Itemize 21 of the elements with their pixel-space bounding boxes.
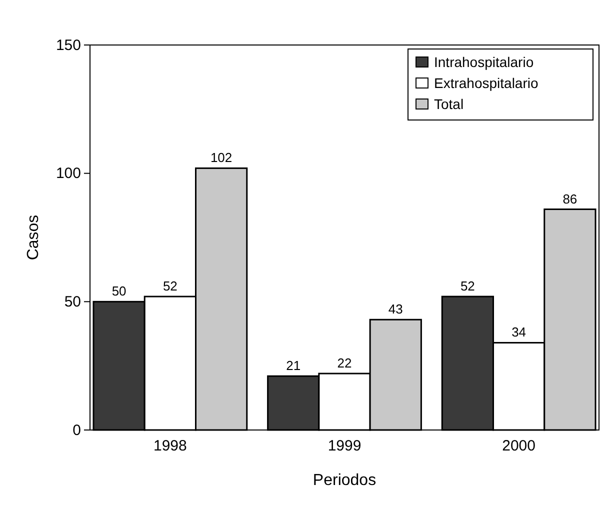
data-label: 22 (337, 356, 352, 371)
data-label: 52 (162, 278, 178, 294)
data-label: 86 (562, 191, 578, 206)
legend-label: Total (434, 96, 464, 112)
y-tick-label: 100 (56, 165, 81, 182)
data-label: 102 (210, 150, 232, 166)
y-tick-label: 0 (72, 422, 81, 439)
x-tick-label: 1998 (153, 438, 187, 455)
y-axis-title: Casos (25, 214, 42, 260)
legend-label: Extrahospitalario (434, 75, 538, 91)
legend-label: Intrahospitalario (434, 54, 534, 70)
data-label: 50 (112, 284, 126, 299)
y-tick-label: 150 (56, 36, 81, 54)
x-tick-label: 2000 (502, 438, 536, 455)
y-tick-label: 50 (64, 293, 81, 310)
data-label: 52 (460, 278, 475, 294)
x-tick-label: 1999 (328, 438, 362, 455)
data-label: 21 (286, 358, 301, 374)
data-label: 34 (512, 324, 526, 340)
data-label: 43 (388, 302, 403, 317)
x-axis-title: Periodos (312, 472, 376, 489)
